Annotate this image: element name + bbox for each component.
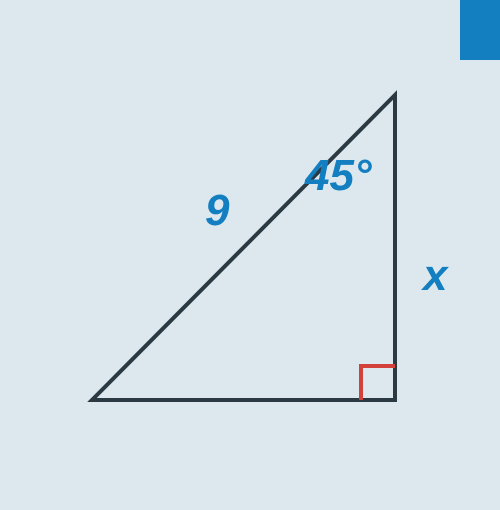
figure-svg: 9 45° x <box>0 0 500 510</box>
accent-block <box>460 0 500 60</box>
triangle-outline <box>92 95 395 400</box>
right-angle-marker <box>361 366 395 400</box>
top-angle-label: 45° <box>304 151 372 200</box>
geometry-figure: 9 45° x <box>0 0 500 510</box>
unknown-side-label: x <box>421 251 449 300</box>
hypotenuse-label: 9 <box>205 186 230 235</box>
